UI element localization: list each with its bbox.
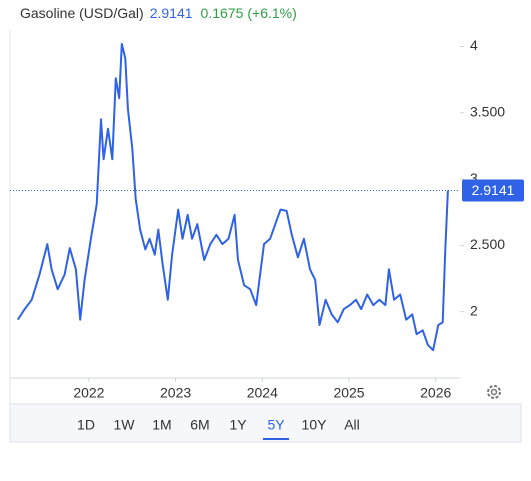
x-tick-label: 2026	[420, 385, 451, 401]
change: 0.1675	[201, 5, 244, 21]
last-value-tag	[462, 179, 524, 202]
x-tick-label: 2025	[333, 385, 364, 401]
range-button[interactable]: 1M	[152, 417, 171, 433]
settings-icon[interactable]	[487, 385, 501, 399]
range-button[interactable]: 6M	[190, 417, 209, 433]
last-value-label: 2.9141	[472, 182, 515, 198]
title-row: Gasoline (USD/Gal) 2.9141 0.1675 (+6.1%)	[20, 5, 297, 21]
range-button[interactable]: All	[344, 417, 360, 433]
price-line	[16, 42, 449, 352]
x-tick-label: 2022	[73, 385, 104, 401]
range-button[interactable]: 1W	[114, 417, 136, 433]
change-percent: (+6.1%)	[247, 5, 296, 21]
last-price: 2.9141	[150, 5, 193, 21]
x-tick-label: 2024	[247, 385, 278, 401]
range-button[interactable]: 1D	[77, 417, 95, 433]
y-tick-label: 4	[470, 37, 478, 53]
chart-title: Gasoline (USD/Gal)	[20, 5, 144, 21]
y-tick-label: 2.500	[470, 236, 505, 252]
range-bar	[9, 403, 522, 443]
y-tick-label: 3	[470, 170, 478, 186]
y-tick-label: 2	[470, 302, 478, 318]
x-tick-label: 2023	[160, 385, 191, 401]
range-button[interactable]: 5Y	[267, 417, 285, 433]
y-tick-label: 3.500	[470, 104, 505, 120]
range-button[interactable]: 10Y	[302, 417, 328, 433]
range-button[interactable]: 1Y	[229, 417, 247, 433]
